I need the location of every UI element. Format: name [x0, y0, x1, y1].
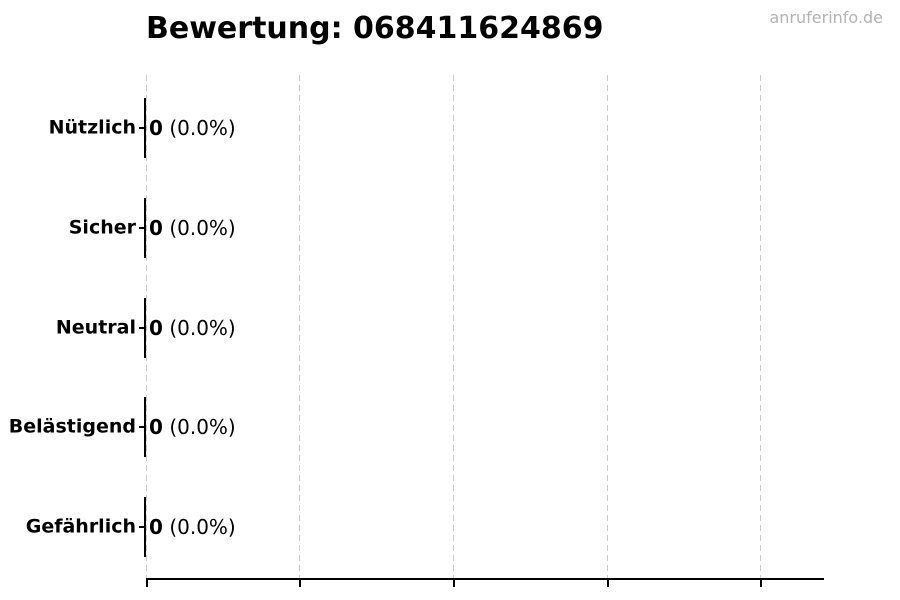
y-tick [139, 127, 145, 129]
gridline [453, 75, 454, 580]
value-percent: (0.0%) [169, 515, 236, 539]
value-label: 0 (0.0%) [149, 118, 236, 138]
value-count: 0 [149, 216, 163, 240]
category-label: Gefährlich [25, 515, 136, 538]
x-axis-tick [607, 580, 609, 587]
gridline [760, 75, 761, 580]
value-count: 0 [149, 415, 163, 439]
y-tick [139, 227, 145, 229]
x-axis-tick [760, 580, 762, 587]
value-count: 0 [149, 515, 163, 539]
category-label: Neutral [55, 316, 136, 339]
bar-zero-edge [144, 497, 146, 557]
y-tick [139, 526, 145, 528]
value-percent: (0.0%) [169, 316, 236, 340]
gridline [299, 75, 300, 580]
bar-row: Belästigend 0 (0.0%) [0, 397, 900, 457]
value-count: 0 [149, 316, 163, 340]
bar-zero-edge [144, 98, 146, 158]
value-percent: (0.0%) [169, 216, 236, 240]
bar-row: Sicher 0 (0.0%) [0, 198, 900, 258]
watermark-text: anruferinfo.de [769, 8, 883, 27]
bar-zero-edge [144, 198, 146, 258]
category-label: Sicher [68, 216, 136, 239]
gridline [146, 75, 147, 580]
value-label: 0 (0.0%) [149, 417, 236, 437]
y-tick [139, 327, 145, 329]
x-axis-tick [299, 580, 301, 587]
value-count: 0 [149, 116, 163, 140]
value-label: 0 (0.0%) [149, 318, 236, 338]
value-percent: (0.0%) [169, 116, 236, 140]
x-axis-tick [453, 580, 455, 587]
y-tick [139, 426, 145, 428]
bar-zero-edge [144, 298, 146, 358]
bar-zero-edge [144, 397, 146, 457]
bar-row: Gefährlich 0 (0.0%) [0, 497, 900, 557]
x-axis-tick [146, 580, 148, 587]
value-label: 0 (0.0%) [149, 517, 236, 537]
chart-title: Bewertung: 068411624869 [146, 11, 604, 46]
x-axis-line [146, 578, 824, 580]
category-label: Nützlich [48, 116, 136, 139]
bar-row: Neutral 0 (0.0%) [0, 298, 900, 358]
gridline [607, 75, 608, 580]
category-label: Belästigend [8, 415, 136, 438]
bar-row: Nützlich 0 (0.0%) [0, 98, 900, 158]
value-percent: (0.0%) [169, 415, 236, 439]
value-label: 0 (0.0%) [149, 218, 236, 238]
